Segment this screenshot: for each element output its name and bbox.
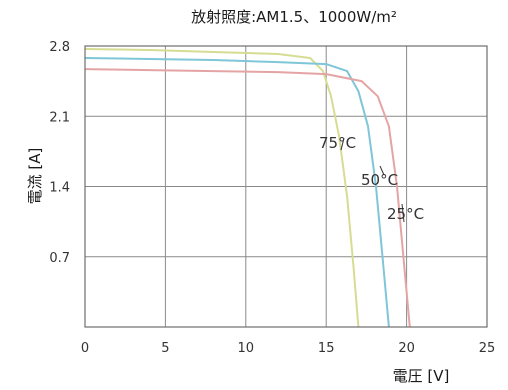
- annotation-50c: 50°C: [361, 171, 398, 189]
- tick-labels: 0 5 10 15 20 25 0.7 1.4 2.1 2.8: [49, 40, 495, 356]
- x-tick-label: 5: [161, 341, 169, 356]
- annotation-leader-75: [340, 137, 345, 151]
- y-tick-label: 2.1: [49, 110, 70, 125]
- grid: [84, 45, 488, 327]
- y-tick-label: 0.7: [49, 251, 70, 266]
- x-tick-label: 25: [479, 341, 496, 356]
- x-axis-label: 電圧 [V]: [393, 367, 450, 385]
- x-tick-label: 10: [238, 341, 255, 356]
- x-tick-label: 0: [81, 341, 89, 356]
- annotation-leader-50: [379, 165, 385, 176]
- series-lines: [84, 48, 411, 328]
- annotation-25c: 25°C: [387, 205, 424, 223]
- series-line-25c: [84, 68, 411, 328]
- annotation-75c: 75°C: [319, 134, 356, 152]
- plot-frame: [84, 45, 488, 328]
- chart-title: 放射照度:AM1.5、1000W/m²: [191, 8, 397, 26]
- series-line-50c: [84, 57, 390, 328]
- x-tick-label: 20: [398, 341, 415, 356]
- y-axis-label: 電流 [A]: [26, 148, 44, 205]
- curve-annotations: 75°C 50°C 25°C: [319, 134, 424, 223]
- y-tick-label: 2.8: [49, 40, 70, 55]
- annotation-leader-25: [401, 203, 405, 223]
- x-tick-label: 15: [318, 341, 335, 356]
- y-tick-label: 1.4: [49, 181, 70, 196]
- series-line-75c: [84, 48, 360, 328]
